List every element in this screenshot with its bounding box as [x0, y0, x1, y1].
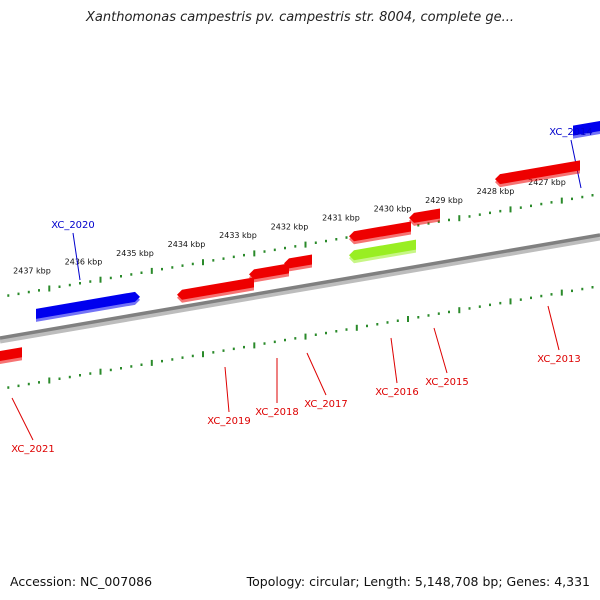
gene-label-xc_2020: XC_2020: [51, 220, 95, 231]
gene-label-xc_2019: XC_2019: [207, 416, 251, 427]
gene-features: [0, 121, 600, 365]
gene-labels: XC_2021 XC_2020 XC_2019 XC_2018 XC_2017 XC_20…: [11, 127, 593, 455]
gene-arrow-xc_2017: [284, 254, 312, 269]
gene-label-xc_2018: XC_2018: [255, 407, 299, 418]
kbp-label: 2428 kbp: [477, 187, 515, 196]
gene-arrow-xc_2021: [0, 347, 22, 362]
kbp-label: 2434 kbp: [168, 240, 206, 249]
gene-label-xc_2015: XC_2015: [425, 377, 469, 388]
gene-label-xc_2017: XC_2017: [304, 399, 348, 410]
outer-scale-ticks: [7, 194, 594, 297]
connector-xc_2019: [224, 366, 230, 413]
gene-label-xc_2021: XC_2021: [11, 444, 55, 455]
connector-xc_2015: [433, 327, 448, 374]
kbp-label: 2429 kbp: [425, 196, 463, 205]
map-title: Xanthomonas campestris pv. campestris st…: [86, 10, 514, 25]
gene-arrow-xc_2015: [349, 221, 411, 242]
accession-label: Accession: NC_007086: [10, 574, 153, 589]
kbp-label: 2433 kbp: [219, 231, 257, 240]
connector-xc_2020: [72, 232, 81, 281]
kbp-label: 2430 kbp: [374, 205, 412, 214]
gene-arrow-xc_2013: [495, 160, 580, 185]
kbp-label: 2436 kbp: [65, 258, 103, 267]
connector-xc_2017: [306, 352, 327, 396]
gene-label-xc_2016: XC_2016: [375, 387, 419, 398]
gene-arrow-xc_2020: [36, 291, 140, 319]
kbp-label: 2432 kbp: [271, 222, 309, 231]
gene-arrow-xc_2018: [249, 263, 289, 280]
gene-arrow-xc-2015-part: [409, 208, 440, 223]
genome-summary: Topology: circular; Length: 5,148,708 bp…: [246, 574, 590, 589]
kbp-label: 2437 kbp: [13, 267, 51, 276]
gene-arrow-xc_2016: [349, 239, 416, 261]
genome-backbone-shadow: [0, 235, 600, 344]
gene-label-xc_2014: XC_2014: [549, 127, 593, 138]
gene-label-connectors: [11, 139, 582, 441]
connector-xc_2013: [547, 305, 560, 351]
kbp-label: 2431 kbp: [322, 214, 360, 223]
gene-arrow-xc_2019: [177, 277, 254, 300]
kbp-label: 2427 kbp: [528, 178, 566, 187]
connector-xc_2016: [390, 337, 398, 384]
genome-backbone: [0, 233, 600, 340]
gene-arrow-xc_2014: [573, 121, 600, 136]
inner-scale-ticks: [7, 286, 594, 389]
kbp-scale-labels: 2437 kbp 2436 kbp 2435 kbp 2434 kbp 2433 kbp…: [13, 178, 566, 275]
connector-xc_2021: [11, 397, 34, 441]
gene-label-xc_2013: XC_2013: [537, 354, 581, 365]
kbp-label: 2435 kbp: [116, 249, 154, 258]
